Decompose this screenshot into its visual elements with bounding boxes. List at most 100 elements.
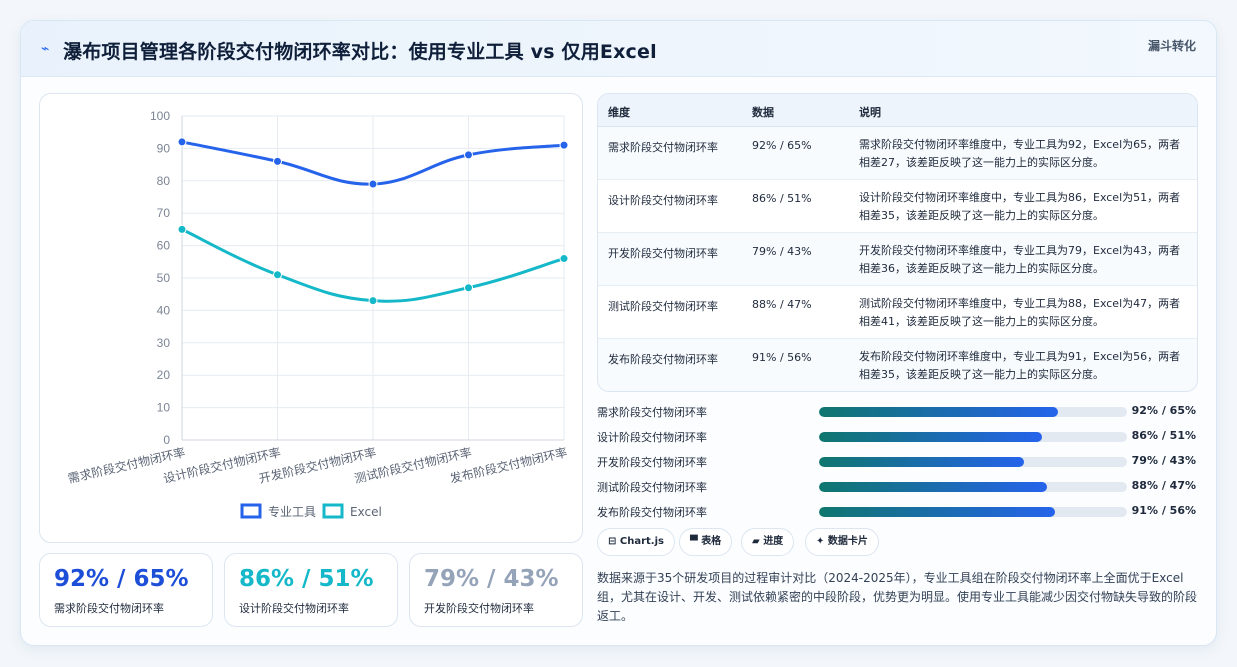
progress-track	[819, 457, 1127, 467]
table-row: 开发阶段交付物闭环率 79% / 43% 开发阶段交付物闭环率维度中，专业工具为…	[598, 233, 1197, 286]
progress-label: 设计阶段交付物闭环率	[597, 431, 707, 444]
line-chart: 0102030405060708090100需求阶段交付物闭环率设计阶段交付物闭…	[66, 109, 569, 519]
progress-track	[819, 482, 1127, 492]
table-header: 维度 数据 说明	[598, 94, 1197, 127]
progress-row: 测试阶段交付物闭环率 88% / 47%	[597, 477, 1198, 497]
stat-value: 86% / 51%	[239, 566, 374, 592]
data-point	[368, 296, 378, 306]
cell-note: 发布阶段交付物闭环率维度中，专业工具为91，Excel为56，两者相差35，该差…	[859, 350, 1181, 381]
progress-row: 发布阶段交付物闭环率 91% / 56%	[597, 502, 1198, 522]
progress-track	[819, 432, 1127, 442]
cell-note: 设计阶段交付物闭环率维度中，专业工具为86，Excel为51，两者相差35，该差…	[859, 191, 1181, 222]
progress-fill	[819, 507, 1055, 517]
cell-dimension: 开发阶段交付物闭环率	[608, 247, 718, 260]
card-icon: ✦	[816, 536, 825, 547]
table-row: 设计阶段交付物闭环率 86% / 51% 设计阶段交付物闭环率维度中，专业工具为…	[598, 180, 1197, 233]
progress-icon: ▰	[752, 536, 760, 547]
data-card-chip[interactable]: ✦ 数据卡片	[805, 528, 879, 556]
cell-note: 需求阶段交付物闭环率维度中，专业工具为92，Excel为65，两者相差27，该差…	[859, 138, 1181, 169]
line-chart-panel: 0 10 20 30 40 50 60 70 80 90 100 需求阶段交付物闭环率 设计阶段交付物闭…	[39, 93, 583, 543]
stat-label: 需求阶段交付物闭环率	[54, 602, 164, 615]
column-header-note: 说明	[859, 106, 881, 119]
stat-value: 92% / 65%	[54, 566, 189, 592]
legend-swatch	[240, 503, 262, 519]
stat-value: 79% / 43%	[424, 566, 559, 592]
progress-fill	[819, 457, 1024, 467]
cell-dimension: 设计阶段交付物闭环率	[608, 194, 718, 207]
progress-value: 88% / 47%	[1131, 479, 1196, 492]
chart-icon: ⊟	[608, 536, 617, 547]
legend-label: Excel	[350, 505, 382, 519]
y-tick-label: 10	[157, 401, 171, 415]
chart-chip[interactable]: ⊟ Chart.js	[597, 528, 675, 556]
y-tick-label: 40	[157, 303, 171, 317]
cell-dimension: 需求阶段交付物闭环率	[608, 141, 718, 154]
table-row: 需求阶段交付物闭环率 92% / 65% 需求阶段交付物闭环率维度中，专业工具为…	[598, 127, 1197, 180]
dashboard-card: ⌁ 瀑布项目管理各阶段交付物闭环率对比：使用专业工具 vs 仅用Excel 漏斗…	[20, 20, 1217, 646]
cell-data: 79% / 43%	[752, 245, 812, 258]
y-tick-label: 90	[157, 141, 171, 155]
data-point	[273, 270, 282, 280]
y-tick-label: 60	[157, 239, 171, 253]
chip-label: 数据卡片	[827, 536, 868, 547]
cell-data: 92% / 65%	[752, 139, 812, 152]
progress-row: 开发阶段交付物闭环率 79% / 43%	[597, 452, 1198, 472]
progress-row: 设计阶段交付物闭环率 86% / 51%	[597, 427, 1198, 447]
y-tick-label: 100	[150, 109, 170, 123]
progress-track	[819, 507, 1127, 517]
data-point	[368, 179, 378, 189]
header-bar: ⌁ 瀑布项目管理各阶段交付物闭环率对比：使用专业工具 vs 仅用Excel 漏斗…	[21, 21, 1216, 77]
data-point	[464, 283, 473, 293]
y-tick-label: 70	[157, 206, 171, 220]
page-title: 瀑布项目管理各阶段交付物闭环率对比：使用专业工具 vs 仅用Excel	[63, 41, 657, 63]
progress-fill	[819, 482, 1047, 492]
trend-icon: ⌁	[41, 41, 50, 57]
progress-label: 测试阶段交付物闭环率	[597, 481, 707, 494]
data-point	[177, 137, 187, 147]
stat-card-design: 86% / 51% 设计阶段交付物闭环率	[224, 553, 398, 627]
table-chip[interactable]: ▀ 表格	[679, 528, 733, 556]
progress-fill	[819, 407, 1058, 417]
column-header-data: 数据	[752, 106, 774, 119]
data-point	[273, 156, 282, 166]
table-icon: ▀	[690, 536, 698, 547]
y-tick-label: 80	[157, 174, 171, 188]
legend-label: 专业工具	[268, 504, 316, 519]
progress-value: 79% / 43%	[1131, 454, 1196, 467]
progress-label: 需求阶段交付物闭环率	[597, 406, 707, 419]
table-row: 测试阶段交付物闭环率 88% / 47% 测试阶段交付物闭环率维度中，专业工具为…	[598, 286, 1197, 339]
stat-card-development: 79% / 43% 开发阶段交付物闭环率	[409, 553, 583, 627]
y-tick-label: 30	[157, 336, 171, 350]
progress-label: 开发阶段交付物闭环率	[597, 456, 707, 469]
cell-data: 88% / 47%	[752, 298, 812, 311]
chip-label: 表格	[701, 536, 722, 547]
chip-label: Chart.js	[619, 536, 664, 547]
cell-data: 86% / 51%	[752, 192, 812, 205]
y-tick-label: 0	[163, 433, 170, 447]
chip-label: 进度	[763, 536, 784, 547]
data-point	[177, 224, 187, 234]
stat-label: 设计阶段交付物闭环率	[239, 602, 349, 615]
category-tag: 漏斗转化	[1147, 39, 1196, 53]
progress-row: 需求阶段交付物闭环率 92% / 65%	[597, 402, 1198, 422]
progress-chip[interactable]: ▰ 进度	[741, 528, 795, 556]
data-table: 维度 数据 说明 需求阶段交付物闭环率 92% / 65% 需求阶段交付物闭环率…	[597, 93, 1198, 392]
data-point	[464, 150, 473, 160]
progress-track	[819, 407, 1127, 417]
progress-label: 发布阶段交付物闭环率	[597, 506, 707, 519]
cell-note: 测试阶段交付物闭环率维度中，专业工具为88，Excel为47，两者相差41，该差…	[859, 297, 1181, 328]
cell-data: 91% / 56%	[752, 351, 812, 364]
stat-card-requirements: 92% / 65% 需求阶段交付物闭环率	[39, 553, 213, 627]
progress-value: 91% / 56%	[1131, 504, 1196, 517]
footnote: 数据来源于35个研发项目的过程审计对比（2024-2025年），专业工具组在阶段…	[597, 571, 1198, 623]
column-header-dimension: 维度	[608, 106, 630, 119]
data-point	[559, 254, 569, 264]
legend-swatch	[322, 503, 344, 519]
data-point	[559, 140, 569, 150]
stat-label: 开发阶段交付物闭环率	[424, 602, 534, 615]
progress-value: 92% / 65%	[1131, 404, 1196, 417]
cell-dimension: 发布阶段交付物闭环率	[608, 353, 718, 366]
cell-dimension: 测试阶段交付物闭环率	[608, 300, 718, 313]
y-tick-label: 20	[157, 368, 171, 382]
cell-note: 开发阶段交付物闭环率维度中，专业工具为79，Excel为43，两者相差36，该差…	[859, 244, 1181, 275]
